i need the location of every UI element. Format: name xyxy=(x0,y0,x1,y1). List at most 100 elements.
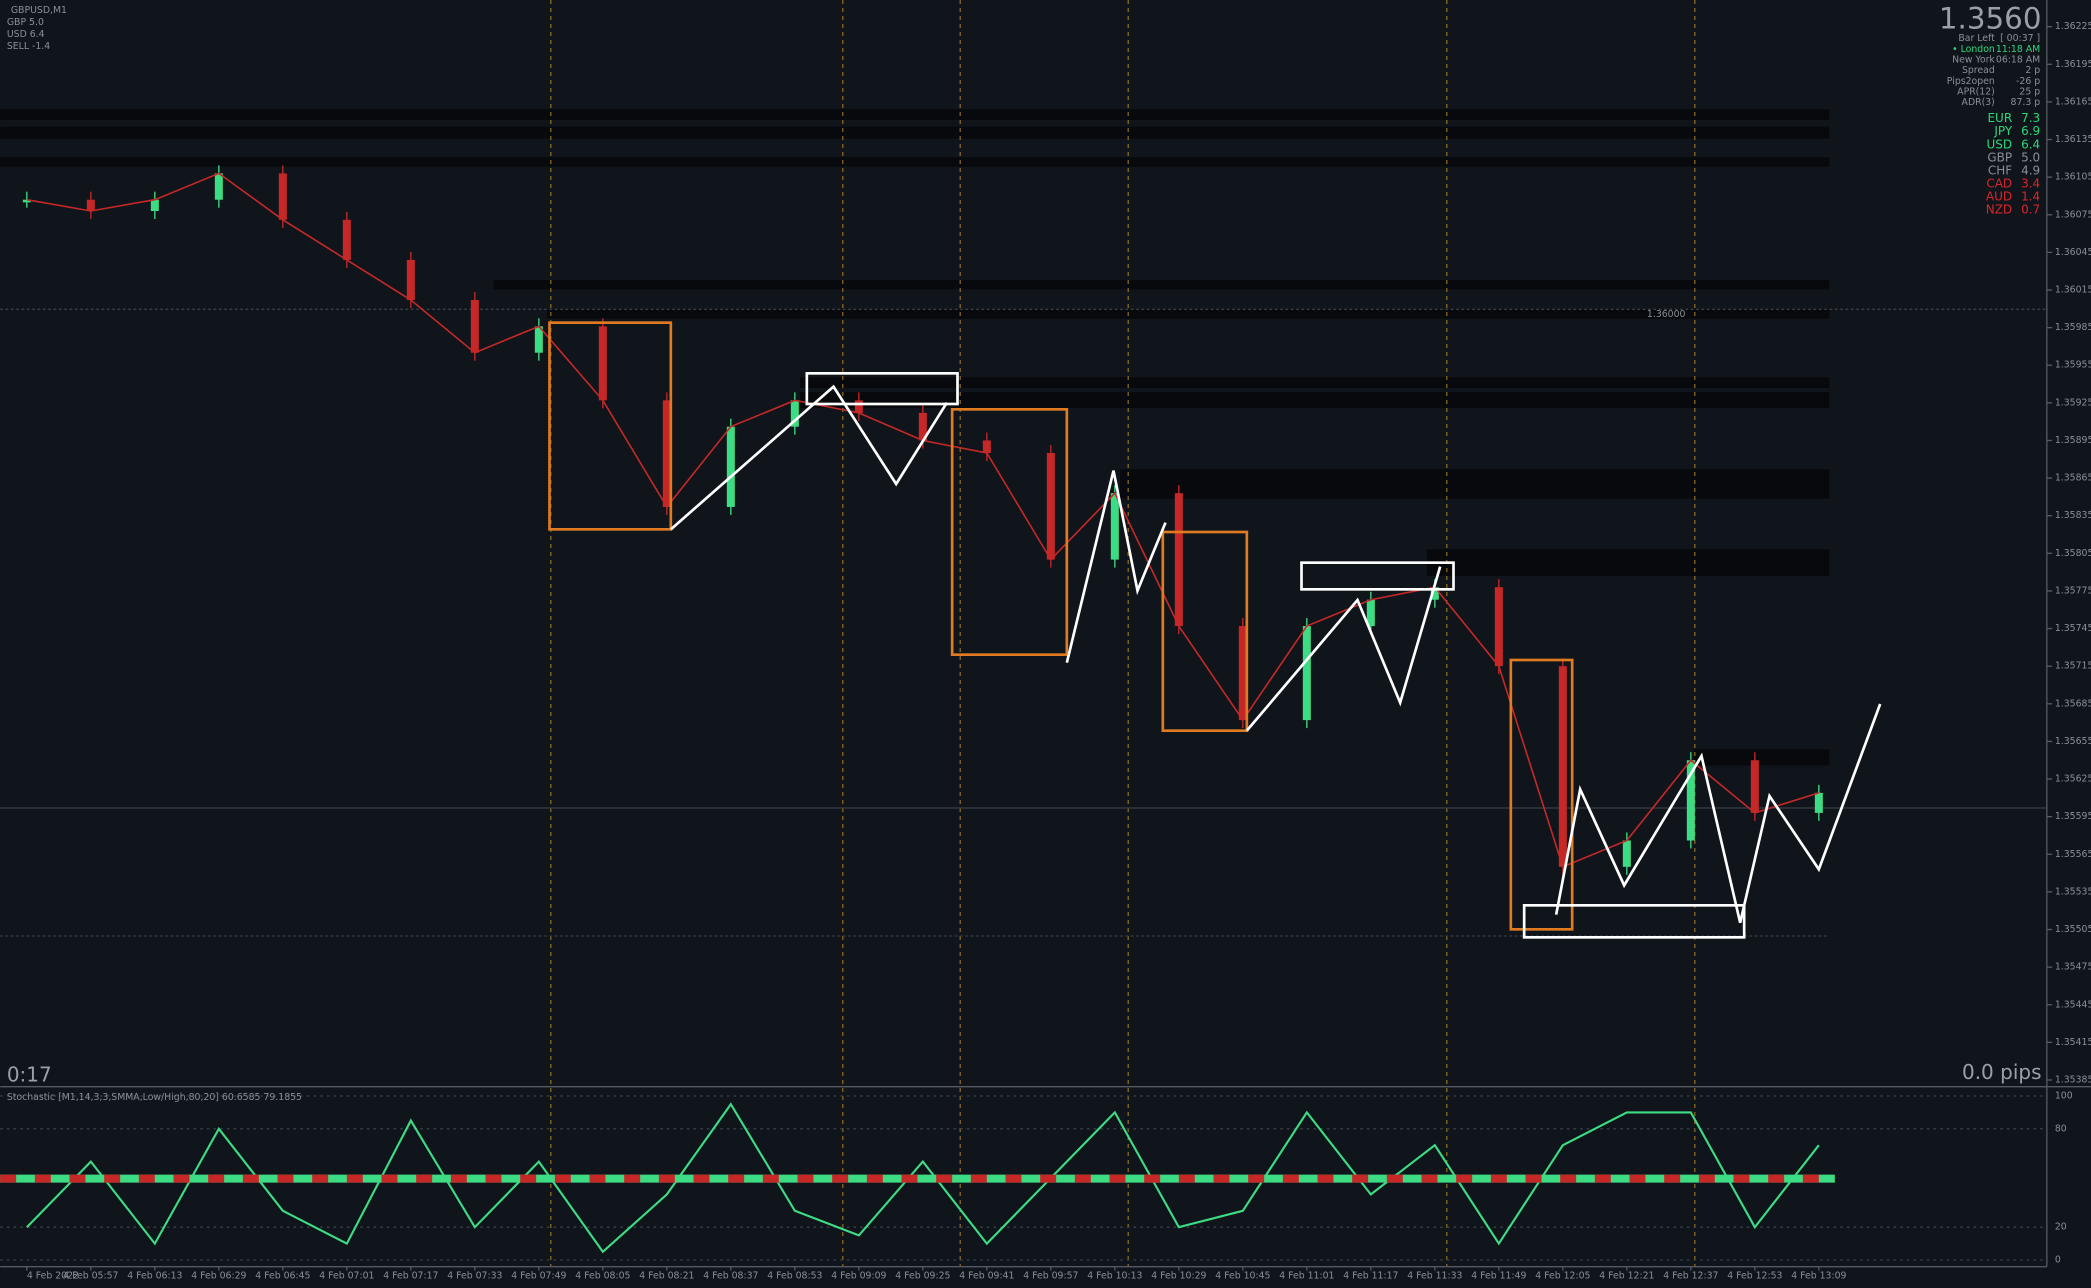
indicator-title: Stochastic [M1,14,3,3,SMMA,Low/High,80,2… xyxy=(7,1092,302,1103)
strength-value: 4.9 xyxy=(2021,163,2040,177)
candle xyxy=(854,400,863,413)
zone xyxy=(0,157,1830,167)
y-tick-label: 1.35595 xyxy=(2055,811,2091,822)
info-value: 2 p xyxy=(2025,65,2040,76)
candle xyxy=(1622,840,1631,867)
info-label: Pips2open xyxy=(1947,76,1995,87)
candle xyxy=(1814,792,1823,813)
candle xyxy=(470,300,479,353)
y-tick-label: 1.35745 xyxy=(2055,623,2091,634)
candle xyxy=(1430,587,1439,600)
candle xyxy=(534,326,543,353)
candle xyxy=(150,199,159,211)
candle xyxy=(1750,760,1759,813)
candle xyxy=(1046,453,1055,560)
strength-value: 6.4 xyxy=(2021,137,2040,151)
session-lines xyxy=(550,0,1696,1267)
box xyxy=(950,408,1069,656)
x-tick-label: 4 Feb 12:53 xyxy=(1727,1271,1782,1282)
strength-label: NZD xyxy=(1986,203,2012,217)
info-value: 06:18 AM xyxy=(1996,55,2040,66)
header-line: SELL -1.4 xyxy=(7,41,50,52)
candle xyxy=(342,219,351,260)
strength-value: 0.7 xyxy=(2021,203,2040,217)
info-label: Spread xyxy=(1962,65,1995,76)
x-tick-label: 4 Feb 08:37 xyxy=(703,1271,758,1282)
zone xyxy=(1693,749,1830,766)
y-tick-label: 1.35535 xyxy=(2055,886,2091,897)
candle xyxy=(22,199,31,203)
x-tick-label: 4 Feb 08:53 xyxy=(767,1271,822,1282)
candle xyxy=(726,426,735,507)
x-tick-label: 4 Feb 12:37 xyxy=(1663,1271,1718,1282)
info-label: APR(12) xyxy=(1957,87,1995,98)
y-tick-label: 1.35415 xyxy=(2055,1037,2091,1048)
box xyxy=(1300,561,1455,591)
zigzag xyxy=(1065,470,1167,663)
timer: 0:17 xyxy=(7,1063,52,1087)
y-tick-label: 100 xyxy=(2055,1091,2073,1102)
x-tick-label: 4 Feb 06:29 xyxy=(191,1271,246,1282)
y-tick-label: 1.35925 xyxy=(2055,397,2091,408)
y-tick-label: 0 xyxy=(2055,1255,2061,1266)
strength-value: 5.0 xyxy=(2021,150,2040,164)
box xyxy=(1509,658,1574,931)
x-tick-label: 4 Feb 08:05 xyxy=(575,1271,630,1282)
symbol: GBPUSD,M1 xyxy=(11,5,67,16)
candle xyxy=(982,440,991,454)
y-tick-label: 1.35715 xyxy=(2055,661,2091,672)
y-tick-label: 1.35685 xyxy=(2055,698,2091,709)
drawings xyxy=(548,321,1882,939)
info-value: 87.3 p xyxy=(2011,97,2041,108)
strength-value: 7.3 xyxy=(2021,111,2040,125)
x-tick-label: 4 Feb 06:45 xyxy=(255,1271,310,1282)
strength-label: AUD xyxy=(1986,190,2012,204)
x-tick-label: 4 Feb 11:01 xyxy=(1279,1271,1334,1282)
level-label: 1.36000 xyxy=(1647,309,1686,320)
x-tick-label: 4 Feb 07:01 xyxy=(319,1271,374,1282)
x-tick-label: 4 Feb 09:09 xyxy=(831,1271,886,1282)
x-tick-label: 4 Feb 2022 xyxy=(27,1271,79,1282)
candle xyxy=(662,400,671,507)
info-value: 11:18 AM xyxy=(1996,44,2040,55)
candle xyxy=(1558,666,1567,867)
x-tick-label: 4 Feb 09:41 xyxy=(959,1271,1014,1282)
y-tick-label: 1.36225 xyxy=(2055,21,2091,32)
x-tick-label: 4 Feb 07:49 xyxy=(511,1271,566,1282)
strength-label: CHF xyxy=(1988,163,2012,177)
x-tick-label: 4 Feb 12:05 xyxy=(1535,1271,1590,1282)
y-tick-label: 1.35625 xyxy=(2055,774,2091,785)
y-tick-label: 1.35505 xyxy=(2055,924,2091,935)
y-tick-label: 20 xyxy=(2055,1222,2067,1233)
y-tick-label: 1.35895 xyxy=(2055,435,2091,446)
candle xyxy=(86,199,95,211)
box xyxy=(1522,903,1746,939)
candle xyxy=(406,259,415,301)
candle xyxy=(1174,493,1183,627)
info-label: New York xyxy=(1952,55,1995,66)
y-tick-label: 1.35385 xyxy=(2055,1075,2091,1086)
y-tick-label: 1.35655 xyxy=(2055,736,2091,747)
zone xyxy=(0,126,1830,139)
x-tick-label: 4 Feb 11:33 xyxy=(1407,1271,1462,1282)
y-tick-label: 1.35475 xyxy=(2055,962,2091,973)
stochastic-line xyxy=(26,1102,1820,1254)
candle xyxy=(214,173,223,200)
candle xyxy=(1366,599,1375,627)
x-tick-label: 4 Feb 12:21 xyxy=(1599,1271,1654,1282)
x-tick-label: 4 Feb 09:25 xyxy=(895,1271,950,1282)
x-tick-label: 4 Feb 10:45 xyxy=(1215,1271,1270,1282)
box xyxy=(548,321,673,531)
y-tick-label: 1.36015 xyxy=(2055,285,2091,296)
zone xyxy=(493,280,1830,290)
x-tick-label: 4 Feb 13:09 xyxy=(1791,1271,1846,1282)
zone xyxy=(1120,469,1830,499)
x-tick-label: 4 Feb 11:17 xyxy=(1343,1271,1398,1282)
strength-value: 3.4 xyxy=(2021,177,2040,191)
zone xyxy=(800,377,1830,388)
x-tick-label: 4 Feb 11:49 xyxy=(1471,1271,1526,1282)
y-tick-label: 1.35985 xyxy=(2055,322,2091,333)
